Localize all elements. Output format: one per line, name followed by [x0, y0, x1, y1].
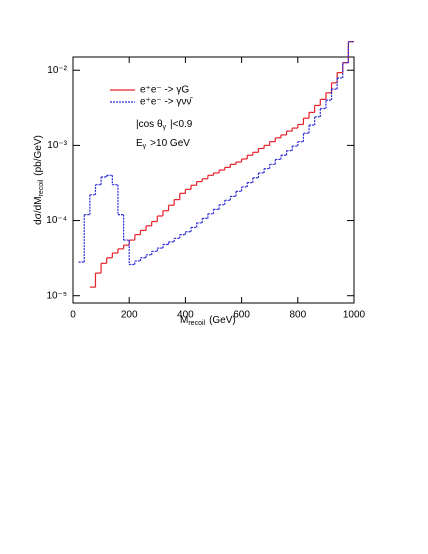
- y-tick-label: 10⁻⁵: [46, 290, 67, 301]
- y-axis-label-main: dσ/dM: [33, 196, 44, 224]
- annotation-sub: γ: [143, 143, 147, 150]
- x-axis-label-sub: recoil: [188, 320, 205, 327]
- y-axis-label-sub: recoil: [38, 179, 45, 196]
- annotation: |cos θγ |<0.9: [136, 119, 193, 131]
- x-tick-label: 600: [233, 310, 250, 321]
- y-axis-label-rest: (pb/GeV): [33, 135, 44, 176]
- plot-frame: [72, 56, 355, 304]
- x-tick-label: 1000: [343, 310, 366, 321]
- x-axis-label-rest: (GeV): [209, 315, 236, 326]
- y-tick-label: 10⁻⁴: [46, 215, 67, 226]
- legend-label: e⁺e⁻ -> γG: [140, 85, 189, 96]
- y-tick-label: 10⁻²: [47, 65, 67, 76]
- x-tick-label: 200: [121, 310, 138, 321]
- annotation-main: E: [136, 138, 143, 149]
- x-axis-label: Mrecoil (GeV): [180, 315, 236, 327]
- y-axis-label: dσ/dMrecoil (pb/GeV): [33, 135, 45, 225]
- x-tick-label: 0: [70, 310, 76, 321]
- legend-label: e⁺e⁻ -> γνν̄: [140, 97, 193, 108]
- annotation-main: |cos θ: [136, 119, 163, 130]
- annotation-sub: γ: [163, 124, 167, 131]
- annotation-rest: >10 GeV: [150, 138, 190, 149]
- annotation-rest: |<0.9: [170, 119, 193, 130]
- x-tick-label: 400: [177, 310, 194, 321]
- annotation: Eγ >10 GeV: [136, 138, 190, 150]
- y-tick-label: 10⁻³: [47, 140, 67, 151]
- x-tick-label: 800: [289, 310, 306, 321]
- x-axis-label-main: M: [180, 315, 188, 326]
